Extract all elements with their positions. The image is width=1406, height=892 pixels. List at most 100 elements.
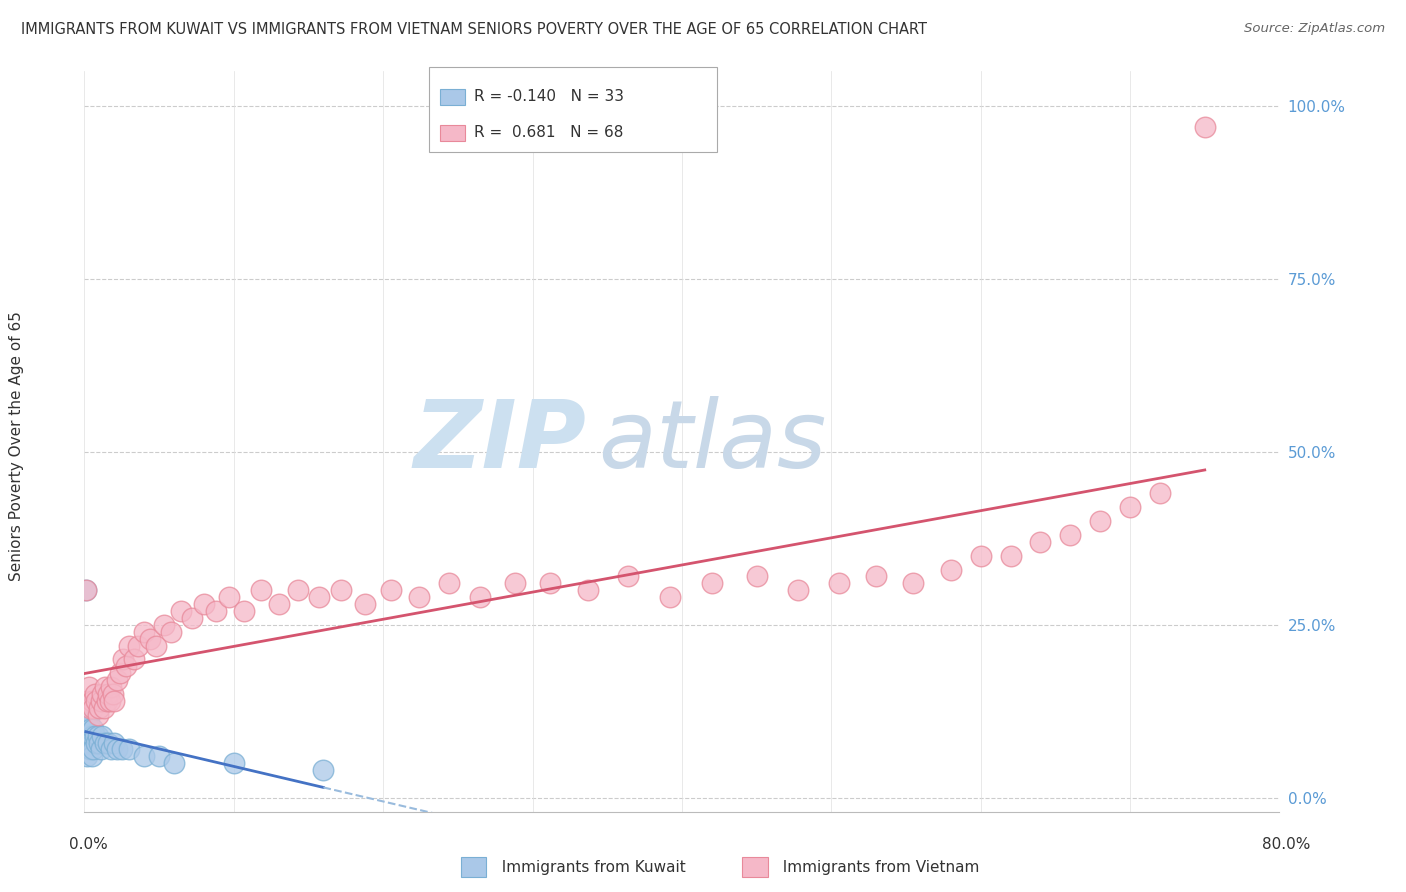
Point xyxy=(576,583,599,598)
Point xyxy=(828,576,851,591)
Point xyxy=(118,639,141,653)
Point xyxy=(408,591,430,605)
Point xyxy=(267,597,290,611)
Point xyxy=(233,604,256,618)
Point xyxy=(76,749,98,764)
Text: Immigrants from Kuwait: Immigrants from Kuwait xyxy=(492,860,686,874)
Point xyxy=(1149,486,1171,500)
Point xyxy=(659,591,682,605)
Point xyxy=(160,624,183,639)
Text: R = -0.140   N = 33: R = -0.140 N = 33 xyxy=(474,89,624,104)
Point xyxy=(94,680,117,694)
Point xyxy=(86,735,108,749)
Point xyxy=(80,749,103,764)
Point xyxy=(503,576,526,591)
Point xyxy=(80,694,103,708)
Point xyxy=(75,583,97,598)
Text: R =  0.681   N = 68: R = 0.681 N = 68 xyxy=(474,126,623,141)
Point xyxy=(93,701,115,715)
Point xyxy=(127,639,149,653)
Point xyxy=(111,742,134,756)
Text: Immigrants from Vietnam: Immigrants from Vietnam xyxy=(773,860,980,874)
Point xyxy=(100,742,122,756)
Point xyxy=(1029,534,1052,549)
Point xyxy=(132,749,156,764)
Point xyxy=(87,707,110,722)
Point xyxy=(105,742,128,756)
Point xyxy=(79,701,101,715)
Point xyxy=(1119,500,1142,515)
Point xyxy=(470,591,492,605)
Point xyxy=(330,583,353,598)
Point xyxy=(115,659,138,673)
Point xyxy=(110,666,132,681)
Point xyxy=(218,591,240,605)
Point xyxy=(354,597,377,611)
Point xyxy=(112,652,135,666)
Point xyxy=(91,687,114,701)
Point xyxy=(98,694,121,708)
Point xyxy=(380,583,402,598)
Point xyxy=(437,576,460,591)
Point xyxy=(77,714,100,729)
Text: Source: ZipAtlas.com: Source: ZipAtlas.com xyxy=(1244,22,1385,36)
Point xyxy=(617,569,640,583)
Point xyxy=(76,729,98,743)
Point xyxy=(80,729,103,743)
Point xyxy=(145,639,167,653)
Text: Seniors Poverty Over the Age of 65: Seniors Poverty Over the Age of 65 xyxy=(10,311,24,581)
Point xyxy=(865,569,887,583)
Point xyxy=(82,722,104,736)
Point xyxy=(89,735,111,749)
Point xyxy=(148,749,170,764)
Point xyxy=(249,583,271,598)
Point xyxy=(105,673,128,688)
Text: IMMIGRANTS FROM KUWAIT VS IMMIGRANTS FROM VIETNAM SENIORS POVERTY OVER THE AGE O: IMMIGRANTS FROM KUWAIT VS IMMIGRANTS FRO… xyxy=(21,22,927,37)
Point xyxy=(77,680,100,694)
Point xyxy=(170,604,193,618)
Text: ZIP: ZIP xyxy=(413,395,586,488)
Point xyxy=(939,563,962,577)
Point xyxy=(1090,514,1112,528)
Point xyxy=(193,597,215,611)
Point xyxy=(91,729,114,743)
Point xyxy=(76,707,98,722)
Point xyxy=(86,694,108,708)
Point xyxy=(76,694,98,708)
Point xyxy=(94,735,117,749)
Point xyxy=(700,576,723,591)
Point xyxy=(139,632,162,646)
Point xyxy=(83,729,105,743)
Point xyxy=(96,694,118,708)
Point xyxy=(132,624,156,639)
Point xyxy=(1000,549,1022,563)
Point xyxy=(152,618,174,632)
Point xyxy=(87,729,110,743)
Point xyxy=(89,701,111,715)
Point xyxy=(745,569,768,583)
Point xyxy=(83,687,105,701)
Text: atlas: atlas xyxy=(599,396,827,487)
Point xyxy=(103,735,125,749)
Text: 0.0%: 0.0% xyxy=(69,838,108,852)
Text: 80.0%: 80.0% xyxy=(1263,838,1310,852)
Point xyxy=(287,583,309,598)
Point xyxy=(100,680,122,694)
Point xyxy=(1194,120,1216,134)
Point xyxy=(540,576,562,591)
Point xyxy=(222,756,245,771)
Point xyxy=(97,687,120,701)
Point xyxy=(90,742,112,756)
Point xyxy=(1059,528,1081,542)
Point xyxy=(180,611,204,625)
Point xyxy=(90,694,112,708)
Point xyxy=(75,583,97,598)
Point xyxy=(163,756,186,771)
Point xyxy=(970,549,993,563)
Point xyxy=(75,735,97,749)
Point xyxy=(77,735,100,749)
Point xyxy=(79,742,101,756)
Point xyxy=(101,687,124,701)
Point xyxy=(103,694,125,708)
Point xyxy=(312,763,335,777)
